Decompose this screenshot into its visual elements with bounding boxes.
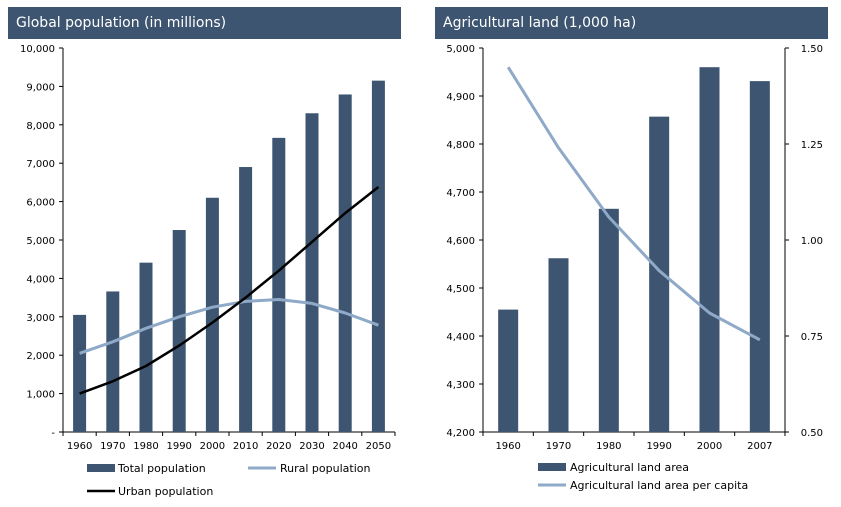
agri-y2-tick-label: 0.75 [801,332,823,343]
legend-label-rural-population: Rural population [280,462,370,475]
pop-y-tick-label: 6,000 [26,198,55,209]
agri-y-tick-label: 4,400 [446,332,475,343]
agri-y-tick-label: 4,500 [446,284,475,295]
pop-x-tick-label: 1980 [133,441,158,452]
legend-label-urban-population: Urban population [118,485,213,498]
agri-y2-tick-label: 1.00 [801,236,823,247]
population-chart-title: Global population (in millions) [8,7,401,39]
pop-y-tick-label: 7,000 [26,159,55,170]
total-population-bar [239,167,253,433]
agri-y-tick-label: 4,900 [446,92,475,103]
total-population-bar [73,314,87,432]
legend-swatch-agricultural-land-area [538,463,566,471]
pop-y-tick-label: 8,000 [26,121,55,132]
agricultural-land-area-bar [498,309,519,432]
pop-y-tick-label: 5,000 [26,236,55,247]
agri-y2-tick-label: 1.25 [801,140,823,151]
agri-y-tick-label: 4,600 [446,236,475,247]
agricultural-chart-panel: Agricultural land (1,000 ha) [435,7,828,39]
pop-y-tick-label: 10,000 [20,44,55,55]
agri-x-tick-label: 2007 [747,441,772,452]
pop-x-tick-label: 1990 [166,441,191,452]
pop-x-tick-label: 2020 [266,441,291,452]
total-population-bar [272,137,286,432]
pop-x-tick-label: 2050 [366,441,391,452]
total-population-bar [205,197,219,432]
total-population-bar [338,94,352,433]
agri-y-tick-label: 5,000 [446,44,475,55]
pop-x-tick-label: 2030 [299,441,324,452]
agri-x-tick-label: 1970 [546,441,571,452]
pop-x-tick-label: 2010 [233,441,258,452]
agri-x-tick-label: 1980 [596,441,621,452]
pop-x-tick-label: 1960 [67,441,92,452]
pop-y-tick-label: 3,000 [26,313,55,324]
per-capita-line [506,66,761,342]
agri-y-tick-label: 4,800 [446,140,475,151]
total-population-bar [106,291,120,432]
pop-y-tick-label: - [51,428,55,439]
agricultural-land-area-bar [699,67,720,432]
agricultural-chart-title: Agricultural land (1,000 ha) [435,7,828,39]
agri-y2-tick-label: 0.50 [801,428,823,439]
pop-x-tick-label: 2040 [332,441,357,452]
legend-label-agricultural-land-area: Agricultural land area [570,461,689,474]
urban-population-line [79,186,380,395]
total-population-bar [139,262,153,432]
population-chart-panel: Global population (in millions) [8,7,401,39]
pop-x-tick-label: 1970 [100,441,125,452]
total-population-bar [305,113,319,432]
pop-x-tick-label: 2000 [200,441,225,452]
pop-y-tick-label: 1,000 [26,390,55,401]
agri-y-tick-label: 4,300 [446,380,475,391]
agri-y-tick-label: 4,700 [446,188,475,199]
pop-y-tick-label: 9,000 [26,82,55,93]
agri-x-tick-label: 2000 [697,441,722,452]
agricultural-land-area-bar [749,81,770,433]
legend-label-per-capita: Agricultural land area per capita [570,479,748,492]
legend-swatch-total-population [87,464,115,472]
agricultural-land-area-bar [548,258,569,432]
agri-y2-tick-label: 1.50 [801,44,823,55]
rural-population-line [79,298,379,355]
agri-x-tick-label: 1960 [495,441,520,452]
agri-y-tick-label: 4,200 [446,428,475,439]
pop-y-tick-label: 2,000 [26,351,55,362]
total-population-bar [371,80,385,432]
agricultural-land-area-bar [649,116,670,432]
agri-x-tick-label: 1990 [646,441,671,452]
agricultural-land-area-bar [598,208,619,432]
pop-y-tick-label: 4,000 [26,274,55,285]
total-population-bar [172,230,186,432]
legend-label-total-population: Total population [117,462,206,475]
